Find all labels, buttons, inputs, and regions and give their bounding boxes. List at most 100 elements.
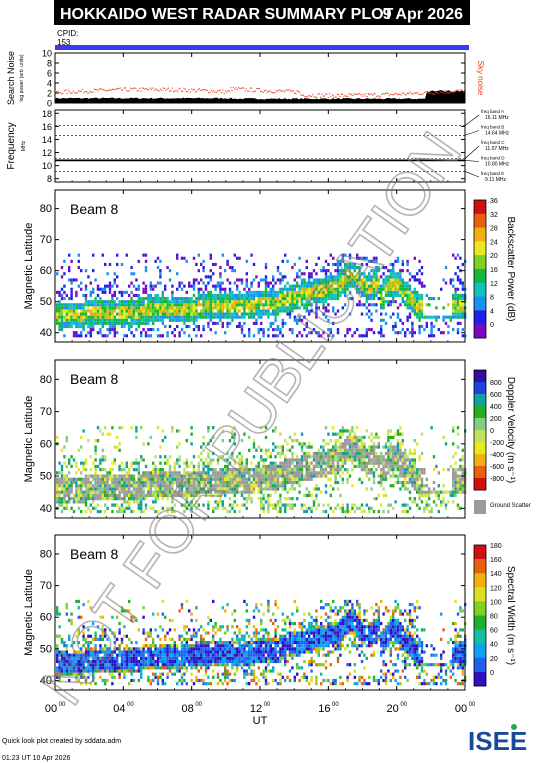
data-cell [255,484,258,488]
data-cell [372,256,376,260]
data-cell [116,306,119,310]
sky-noise-point [370,93,372,95]
data-cell [204,309,208,313]
data-cell [80,682,83,686]
data-cell [320,445,323,449]
data-cell [228,266,232,270]
data-cell [75,471,78,475]
data-cell [329,468,332,472]
data-cell [324,287,328,291]
data-cell [267,303,270,307]
data-cell [370,451,373,456]
data-cell [240,328,244,332]
data-cell [80,306,83,310]
data-cell [336,290,340,294]
colorbar-segment [474,418,486,431]
data-cell [238,484,241,488]
data-cell [264,471,268,475]
data-cell [233,493,236,498]
data-cell [449,281,452,285]
data-cell [168,474,172,478]
data-cell [267,290,270,294]
data-cell [264,477,268,481]
data-cell [82,637,85,641]
data-cell [324,297,328,301]
sky-noise-point [317,93,319,95]
data-cell [171,471,174,475]
data-cell [96,293,100,298]
data-cell [262,487,265,491]
data-cell [428,509,431,514]
data-cell [336,331,340,335]
data-cell [456,321,460,325]
data-cell [60,640,64,645]
sky-noise-point [62,92,64,94]
data-cell [96,321,100,325]
data-cell [176,477,179,481]
data-cell [243,297,246,301]
data-cell [221,253,224,257]
sky-noise-point [316,96,318,98]
data-cell [94,448,97,452]
y-axis-label: Search Noise [6,51,16,105]
data-cell [142,290,145,294]
sky-noise-point [422,93,424,95]
data-cell [339,432,342,436]
data-cell [96,663,100,667]
data-cell [250,490,253,494]
sky-noise-point [79,90,81,92]
data-cell [226,297,229,301]
data-cell [80,312,83,316]
data-cell [300,442,304,446]
data-cell [291,480,294,485]
data-cell [207,480,210,485]
data-cell [77,259,80,263]
data-cell [303,442,306,446]
data-cell [442,435,445,439]
data-cell [101,650,104,654]
data-cell [339,474,342,478]
data-cell [276,477,280,481]
data-cell [236,468,239,472]
data-cell [147,493,150,498]
data-cell [461,281,464,285]
data-cell [197,455,200,459]
sky-noise-point [453,90,455,92]
data-cell [113,484,116,488]
data-cell [269,324,272,329]
data-cell [185,312,188,316]
data-cell [408,461,412,465]
data-cell [240,455,244,459]
data-cell [132,312,136,316]
data-cell [77,599,80,604]
data-cell [82,675,85,679]
data-cell [387,448,390,452]
data-cell [353,284,356,288]
data-cell [168,471,172,475]
data-cell [413,309,416,313]
sky-noise-point [319,96,321,98]
data-cell [96,669,100,673]
data-cell [166,306,169,310]
sky-noise-point [312,94,314,96]
data-cell [324,272,328,276]
data-cell [260,297,263,301]
data-cell [243,287,246,291]
data-cell [168,468,172,472]
data-cell [315,471,318,475]
data-cell [245,506,248,510]
data-cell [305,493,308,498]
sky-noise-point [235,87,237,89]
data-cell [363,278,366,282]
data-cell [238,309,241,313]
data-cell [279,328,282,332]
data-cell [341,464,344,469]
data-cell [267,297,270,301]
data-cell [108,656,112,660]
data-cell [180,306,184,310]
data-cell [310,331,313,335]
sky-noise-point [156,89,158,91]
data-cell [197,477,200,481]
data-cell [315,300,318,304]
